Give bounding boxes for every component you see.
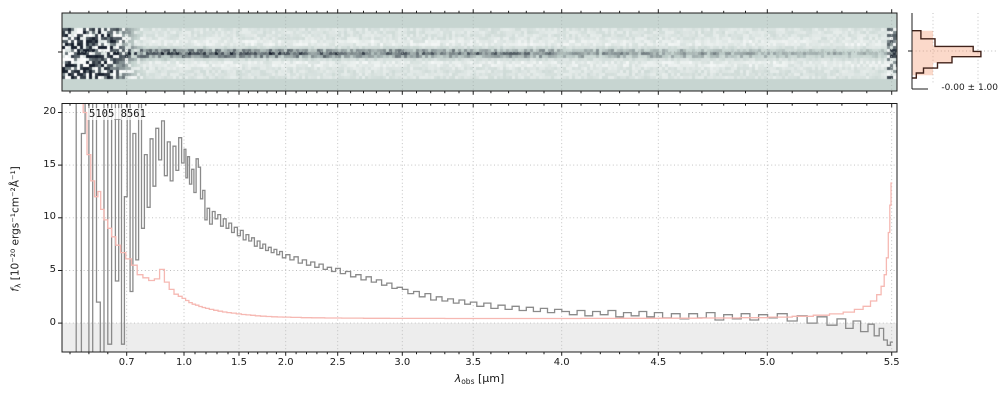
y-tick-label: 20 — [43, 106, 56, 117]
histogram-spines — [911, 13, 929, 90]
y-tick-label: 10 — [43, 211, 56, 223]
x-tick-label: 2.0 — [277, 357, 294, 368]
x-axis-symbol: λ — [454, 372, 462, 385]
x-tick-label: 4.5 — [650, 357, 667, 368]
histogram-outline — [912, 30, 982, 79]
y-tick-label: 5 — [49, 264, 56, 275]
error-spectrum-line — [82, 103, 893, 320]
2d-panel-gridlines — [62, 13, 897, 91]
y-tick-label: 0 — [49, 316, 56, 328]
x-axis-label: λobs [μm] — [62, 372, 897, 386]
x-axis-subscript: obs — [461, 377, 475, 386]
below-zero-shading — [62, 323, 897, 352]
x-tick-label: 4.0 — [553, 357, 570, 368]
histogram-fill — [912, 30, 981, 76]
x-tick-label: 3.0 — [394, 357, 411, 368]
axis-ticks — [58, 9, 912, 356]
x-tick-label: 5.0 — [759, 357, 776, 368]
x-axis-units: [μm] — [474, 372, 505, 385]
histogram-stats-annotation: -0.00 ± 1.00 — [928, 83, 998, 93]
main-panel-border — [61, 103, 898, 353]
flux-spectrum-line — [75, 103, 893, 352]
2d-panel-border — [61, 12, 898, 92]
x-tick-label: 3.5 — [465, 357, 482, 368]
main-gridlines — [62, 103, 897, 352]
x-tick-label: 5.5 — [883, 357, 900, 368]
y-axis-symbol: f — [9, 288, 22, 292]
object-id-label: 5105_8561 — [87, 108, 148, 120]
y-axis-subscript: λ — [13, 283, 23, 289]
x-tick-label: 2.5 — [329, 357, 346, 368]
spectrum-2d-image — [62, 13, 897, 91]
x-tick-label: 1.0 — [176, 357, 192, 368]
x-tick-label: 0.7 — [118, 357, 135, 368]
x-tick-label: 1.5 — [231, 357, 247, 368]
y-tick-label: 15 — [43, 158, 56, 170]
